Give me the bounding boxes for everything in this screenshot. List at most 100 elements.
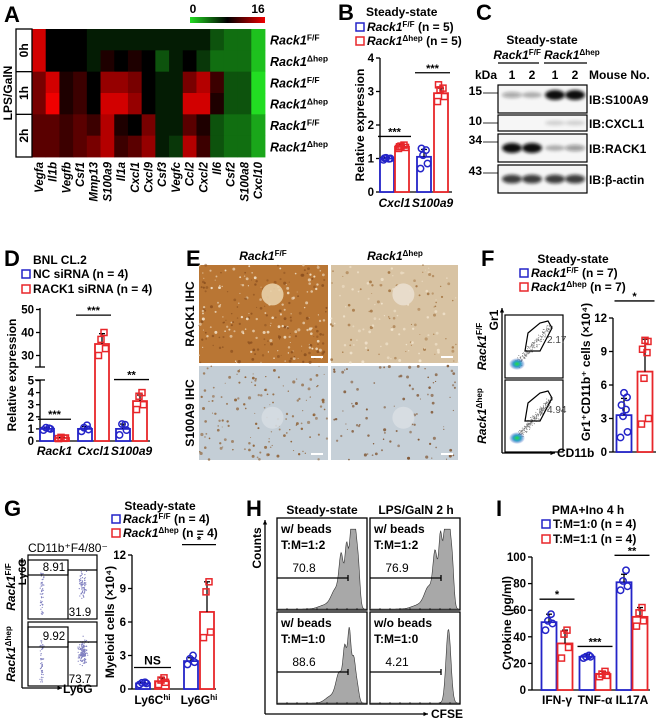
tissue-speck [410, 344, 413, 346]
event-dot [539, 412, 541, 414]
tissue-speck [232, 321, 235, 324]
event-dot [40, 601, 43, 604]
data-point [121, 420, 129, 429]
tissue-speck [222, 446, 224, 448]
heatmap-column-label: Cxcl10 [253, 161, 265, 199]
tissue-speck [393, 309, 397, 313]
tissue-speck [205, 432, 208, 435]
tissue-speck [314, 325, 318, 329]
tissue-speck [418, 352, 420, 355]
y-axis-label: Cytokine (pg/ml) [500, 576, 514, 670]
tissue-speck [416, 394, 420, 397]
event-dot [41, 606, 43, 609]
tissue-speck [421, 271, 424, 274]
heatmap-row-label-base: Rack1 [270, 140, 307, 154]
heatmap-row-label: Rack1F/F [270, 118, 320, 133]
tissue-speck [274, 316, 277, 319]
event-dot [86, 652, 88, 654]
tissue-speck [271, 444, 273, 447]
event-dot [42, 658, 44, 660]
tissue-speck [400, 271, 404, 275]
event-dot [539, 408, 541, 410]
colorbar [190, 17, 265, 23]
scale-bar [441, 453, 453, 455]
event-dot [41, 648, 43, 651]
significance-label: *** [388, 126, 402, 138]
tissue-speck [241, 284, 245, 287]
tissue-speck [310, 332, 313, 336]
tissue-speck [223, 438, 227, 442]
tissue-speck [214, 279, 216, 281]
event-dot [535, 415, 537, 417]
event-dot [41, 603, 43, 605]
event-dot [79, 663, 81, 666]
event-dot [536, 345, 538, 347]
tissue-speck [279, 267, 282, 270]
tissue-speck [264, 445, 268, 449]
tissue-speck [446, 277, 448, 279]
event-dot [545, 405, 547, 407]
tissue-speck [250, 350, 253, 354]
tissue-speck [204, 263, 208, 267]
panel-letter-g: G [4, 496, 21, 521]
flow-row-label-superscript: Δhep [475, 388, 484, 408]
tissue-speck [449, 448, 453, 452]
heatmap-cell [114, 114, 129, 137]
tissue-speck [390, 267, 394, 270]
heatmap-cell [127, 135, 143, 158]
event-dot [85, 570, 88, 572]
tissue-speck [269, 446, 272, 448]
legend-label-superscript: F/F [158, 512, 170, 521]
tissue-speck [349, 361, 352, 364]
significance-label: ** [127, 370, 136, 382]
tissue-speck [226, 325, 229, 328]
data-point [139, 400, 148, 409]
tissue-speck [424, 269, 426, 271]
tissue-speck [321, 273, 325, 277]
tissue-speck [357, 329, 361, 333]
tissue-speck [204, 446, 207, 449]
legend-marker [111, 528, 121, 538]
tissue-speck [424, 337, 428, 341]
event-dot [532, 345, 534, 347]
event-dot [542, 405, 544, 407]
tissue-speck [219, 442, 222, 445]
heatmap-cell [223, 135, 238, 158]
tissue-speck [372, 443, 375, 445]
event-dot [549, 328, 551, 330]
event-dot [536, 340, 538, 342]
heatmap-cell [196, 114, 211, 137]
y-tick-label: 80 [513, 579, 526, 591]
tissue-speck [205, 338, 208, 340]
histogram-x-axis-label: CFSE [431, 707, 463, 721]
tissue-speck [365, 408, 368, 411]
tissue-speck [431, 457, 433, 459]
tissue-speck [316, 385, 318, 388]
ihc-image [199, 265, 328, 363]
event-dot [41, 664, 43, 667]
legend-label-base: T:M=1:1 (n = 4) [553, 532, 636, 546]
heatmap-cell [114, 93, 129, 115]
heatmap-cell [196, 29, 211, 51]
tissue-speck [371, 292, 373, 294]
heatmap-cell [73, 71, 88, 94]
tissue-speck [425, 289, 429, 293]
event-dot [540, 408, 542, 410]
tissue-speck [419, 398, 421, 400]
tissue-speck [288, 301, 291, 305]
tissue-speck [209, 305, 213, 309]
heatmap-cell [169, 93, 184, 115]
data-point [115, 431, 124, 439]
event-dot [538, 413, 540, 415]
tissue-speck [301, 383, 305, 387]
event-dot [81, 585, 83, 587]
heatmap-cell [141, 135, 156, 158]
event-dot [78, 587, 80, 590]
event-dot [545, 329, 547, 331]
legend-marker [541, 519, 551, 529]
tissue-speck [318, 365, 320, 367]
data-point [622, 566, 630, 575]
tissue-speck [297, 295, 300, 298]
tissue-speck [432, 382, 435, 384]
heatmap-cell [45, 29, 60, 51]
